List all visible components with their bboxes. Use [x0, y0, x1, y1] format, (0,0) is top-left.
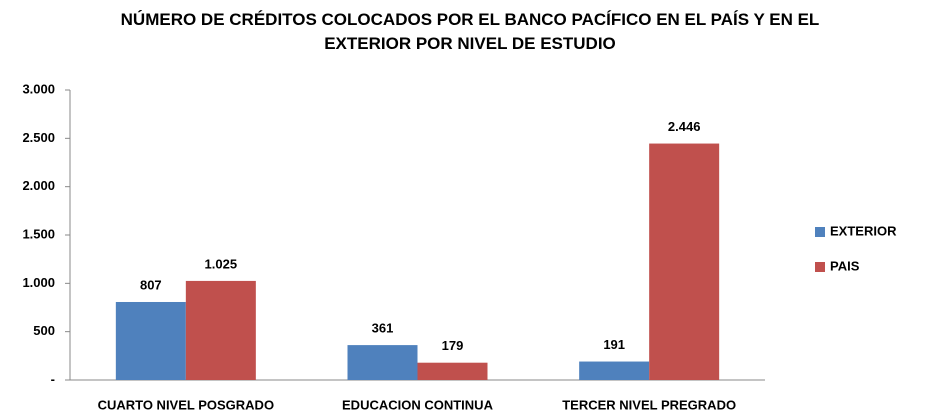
bar [185, 280, 256, 380]
legend-label: PAIS [830, 258, 860, 273]
x-tick-label: EDUCACION CONTINUA [342, 397, 494, 412]
data-label: 191 [603, 337, 625, 352]
legend-swatch [815, 227, 825, 237]
chart-title: NÚMERO DE CRÉDITOS COLOCADOS POR EL BANC… [120, 10, 820, 53]
data-label: 1.025 [205, 256, 238, 271]
bar [417, 362, 488, 380]
data-label: 807 [140, 277, 162, 292]
bar [649, 143, 720, 380]
legend-swatch [815, 262, 825, 272]
y-tick-label: 500 [33, 323, 55, 338]
x-tick-label: TERCER NIVEL PREGRADO [562, 397, 736, 412]
y-tick-label: 1.000 [22, 275, 55, 290]
y-tick-label: 3.000 [22, 81, 55, 96]
legend-label: EXTERIOR [830, 223, 897, 238]
bar [115, 301, 186, 380]
y-tick-label: 2.500 [22, 130, 55, 145]
data-label: 2.446 [668, 119, 701, 134]
y-tick-label: 2.000 [22, 178, 55, 193]
y-tick-label: - [51, 371, 55, 386]
data-label: 179 [442, 338, 464, 353]
bar [347, 345, 418, 380]
data-label: 361 [372, 321, 394, 336]
y-tick-label: 1.500 [22, 226, 55, 241]
x-tick-label: CUARTO NIVEL POSGRADO [98, 397, 274, 412]
bar [579, 361, 650, 380]
